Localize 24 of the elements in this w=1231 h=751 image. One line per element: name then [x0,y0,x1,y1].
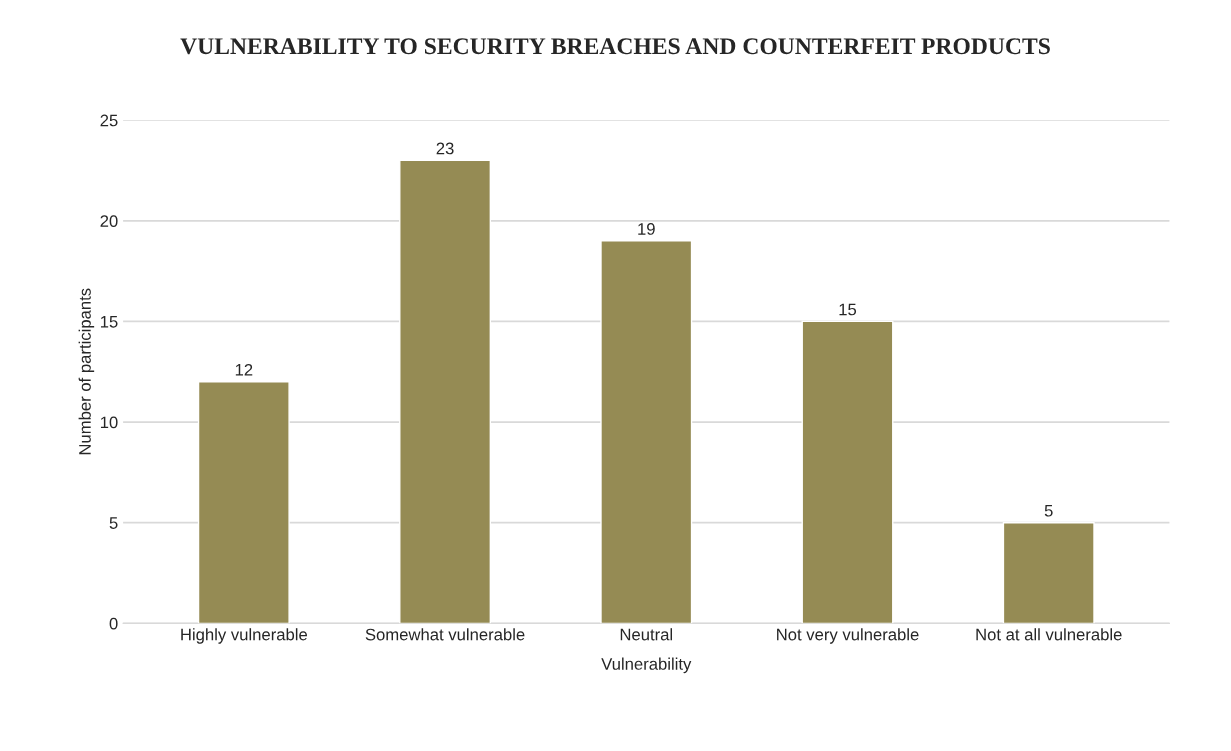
x-tick-label: Not at all vulnerable [976,628,1122,641]
chart-title: VULNERABILITY TO SECURITY BREACHES AND COUNTERFEIT PRODUCTS [180,38,1050,55]
bar [801,320,894,624]
y-tick-label: 25 [100,114,118,127]
data-label: 23 [436,142,454,155]
bar [1002,522,1095,624]
y-tick-label: 0 [109,617,118,630]
y-tick-label: 5 [109,517,118,529]
x-tick-label: Highly vulnerable [181,628,308,644]
data-label: 12 [235,363,253,376]
y-axis-title: Number of participants [78,288,95,455]
x-tick-label: Somewhat vulnerable [365,628,525,641]
x-axis-title: Vulnerability [601,657,692,674]
bar [197,381,290,624]
x-tick-label: Not very vulnerable [777,628,919,644]
x-tick-label: Neutral [620,628,673,641]
y-tick-label: 20 [100,215,118,227]
data-label: 19 [638,223,655,235]
data-label: 15 [839,303,857,316]
y-tick-label: 15 [100,316,118,328]
y-tick-label: 10 [100,416,118,429]
bar [600,240,693,624]
data-label: 5 [1044,504,1053,517]
bar [399,159,492,624]
